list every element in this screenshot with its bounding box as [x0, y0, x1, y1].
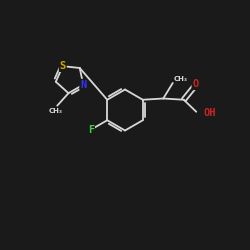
- Text: OH: OH: [203, 108, 216, 118]
- Text: O: O: [192, 79, 199, 89]
- Text: CH₃: CH₃: [49, 108, 63, 114]
- Text: CH₃: CH₃: [174, 76, 188, 82]
- Text: S: S: [60, 61, 66, 71]
- Text: N: N: [80, 80, 86, 90]
- Text: F: F: [88, 125, 94, 134]
